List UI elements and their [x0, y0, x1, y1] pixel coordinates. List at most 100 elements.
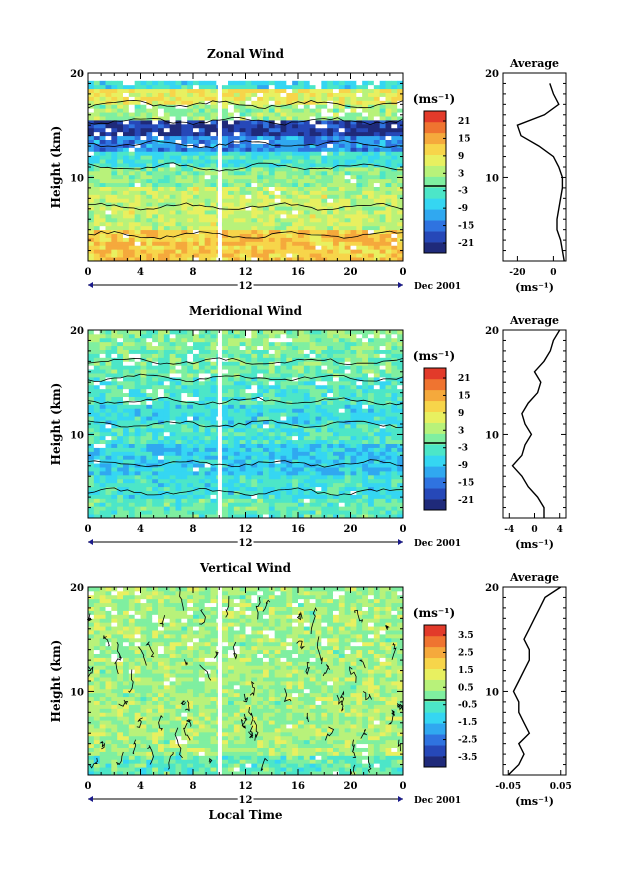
heatmap-cell	[379, 455, 386, 460]
heatmap-cell	[280, 174, 287, 180]
heatmap-cell	[245, 186, 252, 191]
heatmap-cell	[175, 206, 182, 211]
heatmap-cell	[286, 237, 293, 242]
heatmap-cell	[204, 202, 211, 207]
heatmap-cell	[128, 447, 136, 452]
heatmap-cell	[111, 96, 118, 101]
heatmap-cell	[152, 202, 159, 207]
heatmap-cell	[93, 210, 101, 215]
heatmap-cell	[245, 373, 252, 378]
heatmap-cell	[251, 217, 258, 223]
heatmap-cell	[298, 365, 305, 370]
heatmap-cell	[204, 506, 211, 511]
heatmap-cell	[321, 245, 328, 250]
heatmap-cell	[128, 92, 136, 97]
heatmap-cell	[93, 514, 101, 519]
heatmap-cell	[228, 190, 235, 195]
heatmap-cell	[321, 163, 328, 168]
heatmap-cell	[134, 225, 141, 231]
heatmap-cell	[298, 237, 305, 242]
heatmap-cell	[298, 229, 305, 234]
heatmap-cell	[263, 404, 270, 409]
heatmap-cell	[274, 467, 281, 472]
heatmap-cell	[362, 221, 369, 227]
heatmap-cell	[263, 206, 270, 211]
heatmap-cell	[152, 431, 159, 437]
heatmap-cell	[187, 174, 194, 180]
heatmap-cell	[385, 494, 392, 499]
heatmap-cell	[228, 384, 235, 390]
heatmap-cell	[309, 108, 316, 113]
heatmap-cell	[356, 159, 363, 164]
heatmap-cell	[163, 420, 171, 425]
heatmap-cell	[321, 349, 328, 354]
heatmap-cell	[175, 186, 182, 191]
heatmap-cell	[263, 92, 270, 97]
heatmap-cell	[362, 100, 369, 105]
heatmap-cell	[245, 104, 252, 109]
heatmap-cell	[251, 514, 258, 519]
heatmap-cell	[292, 221, 299, 227]
heatmap-cell	[193, 384, 200, 390]
heatmap-cell	[362, 400, 369, 405]
heatmap-cell	[198, 245, 206, 250]
heatmap-cell	[111, 365, 118, 370]
heatmap-cell	[187, 108, 194, 113]
heatmap-cell	[321, 467, 328, 472]
heatmap-cell	[338, 174, 346, 180]
heatmap-cell	[111, 408, 118, 413]
heatmap-cell	[344, 88, 351, 93]
heatmap-cell	[356, 377, 363, 382]
heatmap-cell	[93, 506, 101, 511]
heatmap-cell	[280, 233, 287, 238]
heatmap-cell	[274, 502, 281, 507]
heatmap-cell	[134, 147, 141, 152]
heatmap-cell	[105, 412, 112, 417]
heatmap-cell	[99, 467, 106, 472]
heatmap-cell	[373, 467, 381, 472]
heatmap-cell	[362, 365, 369, 370]
heatmap-cell	[152, 451, 159, 456]
heatmap-cell	[152, 349, 159, 354]
heatmap-cell	[152, 123, 159, 129]
heatmap-cell	[321, 112, 328, 117]
heatmap-cell	[163, 384, 171, 390]
heatmap-cell	[338, 202, 346, 207]
heatmap-cell	[163, 412, 171, 417]
heatmap-cell	[286, 123, 293, 129]
heatmap-cell	[140, 214, 147, 219]
heatmap-cell	[298, 96, 305, 101]
heatmap-cell	[280, 127, 287, 133]
heatmap-cell	[245, 80, 252, 86]
heatmap-cell	[268, 435, 276, 441]
heatmap-cell	[105, 198, 112, 203]
heatmap-cell	[158, 357, 165, 362]
heatmap-cell	[169, 135, 176, 140]
heatmap-cell	[233, 92, 241, 97]
heatmap-cell	[257, 353, 264, 358]
heatmap-cell	[292, 206, 299, 211]
heatmap-cell	[321, 198, 328, 203]
heatmap-cell	[263, 471, 270, 476]
heatmap-cell	[233, 400, 241, 405]
heatmap-cell	[128, 174, 136, 180]
heatmap-cell	[88, 210, 95, 215]
heatmap-cell	[198, 225, 206, 231]
heatmap-cell	[181, 147, 188, 152]
heatmap-cell	[397, 194, 404, 199]
heatmap-cell	[268, 245, 276, 250]
heatmap-cell	[362, 84, 369, 90]
heatmap-cell	[146, 229, 153, 234]
heatmap-cell	[350, 494, 357, 499]
heatmap-cell	[245, 380, 252, 386]
heatmap-cell	[93, 123, 101, 129]
heatmap-cell	[274, 396, 281, 401]
heatmap-cell	[134, 229, 141, 234]
heatmap-cell	[123, 151, 130, 156]
heatmap-cell	[222, 100, 229, 105]
heatmap-cell	[315, 353, 322, 358]
heatmap-cell	[181, 116, 188, 121]
heatmap-cell	[210, 353, 217, 358]
heatmap-cell	[286, 186, 293, 191]
heatmap-cell	[128, 455, 136, 460]
